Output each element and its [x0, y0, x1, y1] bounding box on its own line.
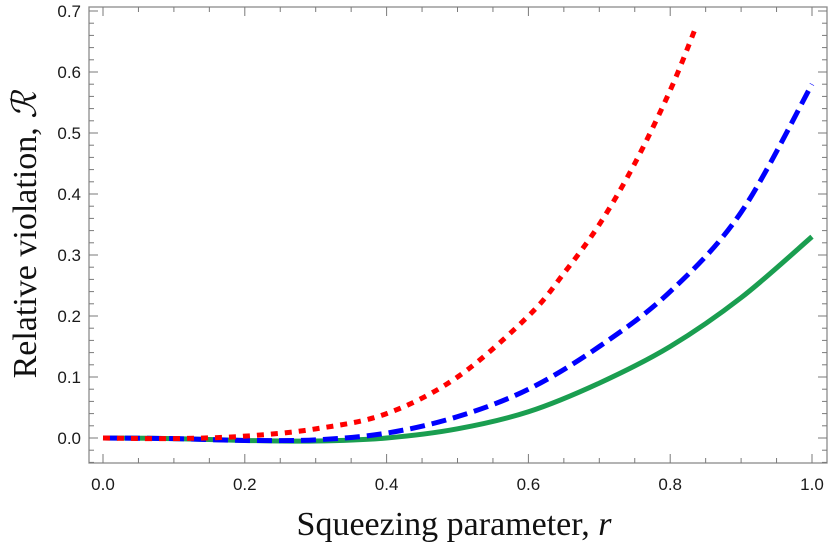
plot-frame: [88, 6, 828, 464]
x-tick-label: 0.4: [375, 475, 399, 494]
data-series: [102, 28, 815, 444]
series-solid-green: [102, 234, 814, 444]
x-axis-title: Squeezing parameter, r: [297, 506, 613, 543]
y-tick-label: 0.7: [57, 2, 81, 21]
x-tick-label: 0.2: [233, 475, 257, 494]
x-tick-label: 0.8: [658, 475, 682, 494]
axis-ticks: [89, 7, 827, 463]
series-dashed-blue: [102, 82, 815, 444]
x-tick-labels: 0.0 0.2 0.4 0.6 0.8 1.0: [91, 475, 824, 494]
plot-border: [88, 6, 828, 464]
x-tick-label: 0.0: [91, 475, 115, 494]
y-tick-label: 0.2: [57, 307, 81, 326]
series-dotted-red: [102, 28, 698, 442]
y-axis-title: Relative violation, ℛ: [7, 89, 44, 379]
y-tick-label: 0.3: [57, 246, 81, 265]
y-tick-labels: 0.0 0.1 0.2 0.3 0.4 0.5 0.6 0.7: [57, 2, 81, 448]
y-tick-label: 0.0: [57, 429, 81, 448]
x-tick-label: 1.0: [800, 475, 824, 494]
y-tick-label: 0.5: [57, 124, 81, 143]
y-tick-label: 0.4: [57, 185, 81, 204]
y-tick-label: 0.6: [57, 63, 81, 82]
y-tick-label: 0.1: [57, 368, 81, 387]
x-tick-label: 0.6: [517, 475, 541, 494]
